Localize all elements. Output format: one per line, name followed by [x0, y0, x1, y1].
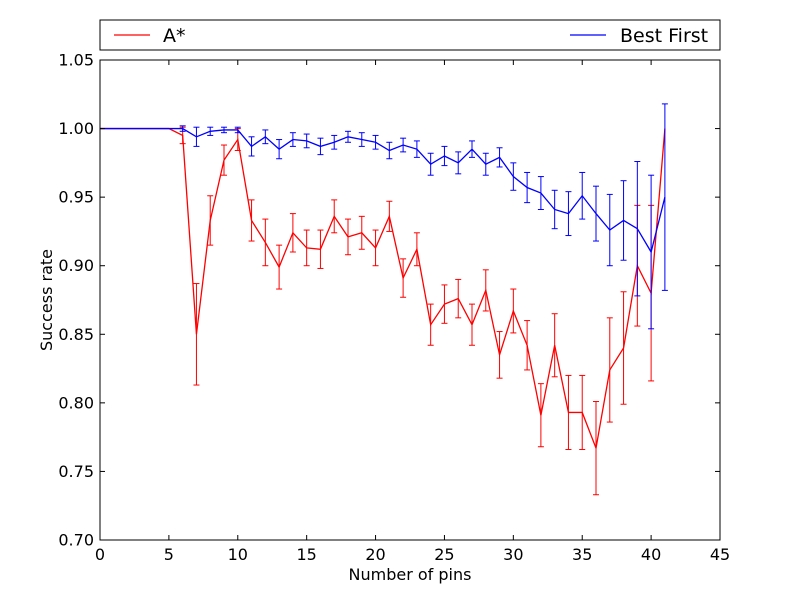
x-tick-label: 45	[710, 545, 730, 564]
legend-frame	[99, 19, 721, 51]
x-tick-label: 35	[572, 545, 592, 564]
x-tick-label: 30	[503, 545, 523, 564]
legend-entry-best-first: Best First	[620, 25, 708, 47]
x-tick-label: 5	[164, 545, 174, 564]
series-layer	[100, 103, 668, 496]
x-tick-label: 10	[228, 545, 248, 564]
y-tick-label: 0.85	[58, 325, 94, 344]
x-tick-label: 0	[95, 545, 105, 564]
series-line-a-star	[100, 127, 666, 451]
plot-area-frame	[99, 59, 721, 541]
series-line-best-first	[100, 127, 666, 254]
series-best-first	[100, 103, 668, 330]
y-tick-label: 1.00	[58, 119, 94, 138]
legend-entry-a-star: A*	[163, 25, 186, 47]
y-tick-label: 1.05	[58, 51, 94, 70]
y-tick-label: 0.95	[58, 188, 94, 207]
ticks-layer: 0 5 10 15 20 25 30 35 40 45 0.70 0.75 0.80 0.85 0.90 0.…	[58, 51, 730, 565]
series-a-star	[100, 126, 666, 496]
y-tick-label: 0.90	[58, 256, 94, 275]
legend: A* Best First	[99, 19, 721, 51]
y-tick-label: 0.70	[58, 531, 94, 550]
x-tick-label: 25	[434, 545, 454, 564]
y-tick-label: 0.80	[58, 393, 94, 412]
y-axis-label: Success rate	[37, 249, 56, 351]
x-tick-label: 40	[641, 545, 661, 564]
x-tick-label: 20	[365, 545, 385, 564]
y-tick-label: 0.75	[58, 462, 94, 481]
x-axis-label: Number of pins	[349, 565, 472, 584]
x-tick-label: 15	[296, 545, 316, 564]
